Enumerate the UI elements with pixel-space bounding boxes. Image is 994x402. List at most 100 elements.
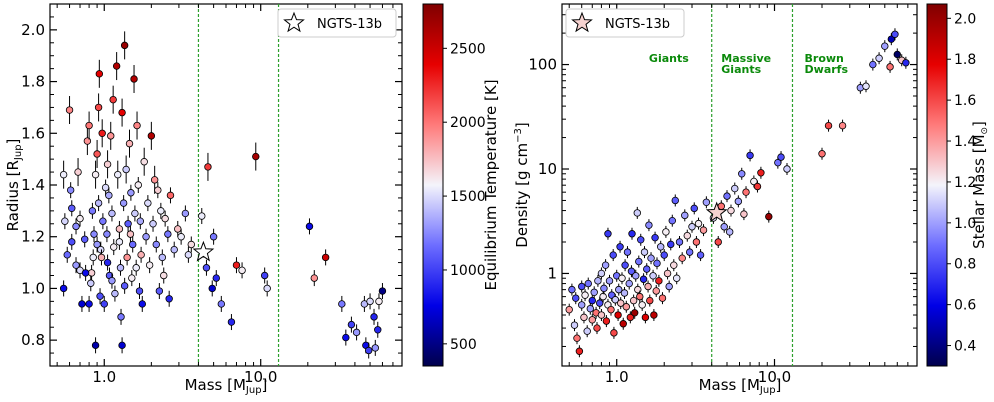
point-marker [118, 108, 126, 117]
data-point [105, 187, 113, 204]
point-marker [753, 182, 762, 191]
data-point [838, 119, 847, 132]
point-marker [727, 206, 735, 215]
data-point [116, 259, 125, 276]
data-point [140, 147, 148, 176]
point-marker [627, 267, 636, 275]
data-point [378, 283, 387, 300]
data-point [371, 339, 379, 356]
point-marker [638, 301, 646, 309]
data-point [94, 93, 103, 122]
point-marker [652, 287, 660, 295]
data-point [660, 249, 668, 262]
point-marker [305, 222, 314, 231]
point-marker [632, 272, 640, 280]
data-point [635, 255, 643, 268]
data-point [135, 283, 144, 300]
point-marker [723, 192, 731, 200]
point-marker [643, 265, 651, 273]
point-marker [696, 251, 705, 259]
data-point [757, 166, 765, 179]
data-point [694, 217, 703, 230]
data-point [61, 213, 69, 230]
point-marker [599, 292, 607, 301]
point-marker [68, 204, 76, 212]
data-point [238, 262, 246, 279]
data-point [78, 295, 86, 312]
point-marker [720, 223, 728, 231]
point-marker [68, 238, 76, 246]
data-point [581, 289, 589, 302]
data-point [646, 294, 654, 307]
point-marker [609, 251, 617, 259]
point-marker [174, 225, 182, 233]
data-point [181, 205, 190, 222]
data-point [636, 290, 644, 303]
data-point [647, 252, 655, 265]
data-point [129, 236, 137, 253]
point-marker [140, 158, 148, 166]
radius-legend-star [283, 11, 305, 33]
data-point [81, 264, 90, 281]
point-marker [342, 333, 350, 342]
data-point [597, 309, 606, 322]
data-point [628, 227, 636, 240]
point-marker [338, 300, 346, 308]
point-marker [902, 59, 910, 67]
y-tick-label: 10 [538, 160, 557, 178]
point-marker [838, 121, 847, 130]
data-point [688, 220, 696, 233]
colorbar-tick-label: 2500 [450, 41, 486, 57]
data-point [122, 155, 130, 184]
point-marker [150, 176, 159, 184]
data-point [232, 257, 241, 274]
data-point [601, 259, 610, 272]
radius-points [59, 31, 387, 359]
point-marker [85, 300, 93, 308]
data-point [72, 257, 80, 274]
data-point [342, 329, 350, 346]
data-point [124, 215, 132, 232]
point-marker [132, 264, 140, 272]
region-label: Massive Giants [721, 52, 771, 76]
data-point [65, 96, 74, 125]
point-marker [374, 326, 382, 334]
point-marker [120, 282, 129, 290]
data-point [665, 280, 673, 293]
data-point [198, 208, 206, 225]
data-point [85, 111, 93, 140]
colorbar-tick-label: 1.8 [954, 52, 976, 68]
point-marker [90, 230, 98, 238]
data-point [643, 263, 651, 276]
data-point [611, 293, 620, 306]
data-point [76, 210, 84, 227]
point-marker [97, 253, 106, 262]
point-marker [586, 304, 594, 313]
data-point [136, 213, 145, 230]
point-marker [117, 313, 125, 321]
colorbar-tick-label: 0.4 [954, 339, 976, 355]
point-marker [740, 210, 748, 218]
point-marker [109, 95, 117, 104]
data-point [629, 294, 638, 307]
x-tick-label: 1.0 [605, 368, 629, 386]
data-point [310, 270, 318, 287]
point-marker [681, 211, 689, 220]
point-marker [99, 217, 107, 225]
point-marker [607, 305, 615, 314]
data-point [154, 182, 162, 199]
data-point [653, 257, 661, 270]
point-marker [63, 251, 71, 259]
data-point [115, 233, 124, 250]
point-marker [81, 269, 90, 277]
point-marker [663, 269, 672, 278]
data-point [227, 314, 236, 331]
point-marker [646, 296, 654, 305]
stellar-mass-colorbar-ticks: 0.4 0.6 0.8 1.0 1.2 1.4 1.6 1.8 2.0 [947, 11, 976, 355]
data-point [617, 297, 625, 310]
point-marker [138, 300, 146, 308]
colorbar-tick-label: 500 [450, 337, 477, 353]
data-point [117, 308, 125, 325]
stellar-mass-colorbar: 0.4 0.6 0.8 1.0 1.2 1.4 1.6 1.8 2.0 Stellar Mass… [926, 3, 990, 367]
data-point [127, 184, 135, 201]
